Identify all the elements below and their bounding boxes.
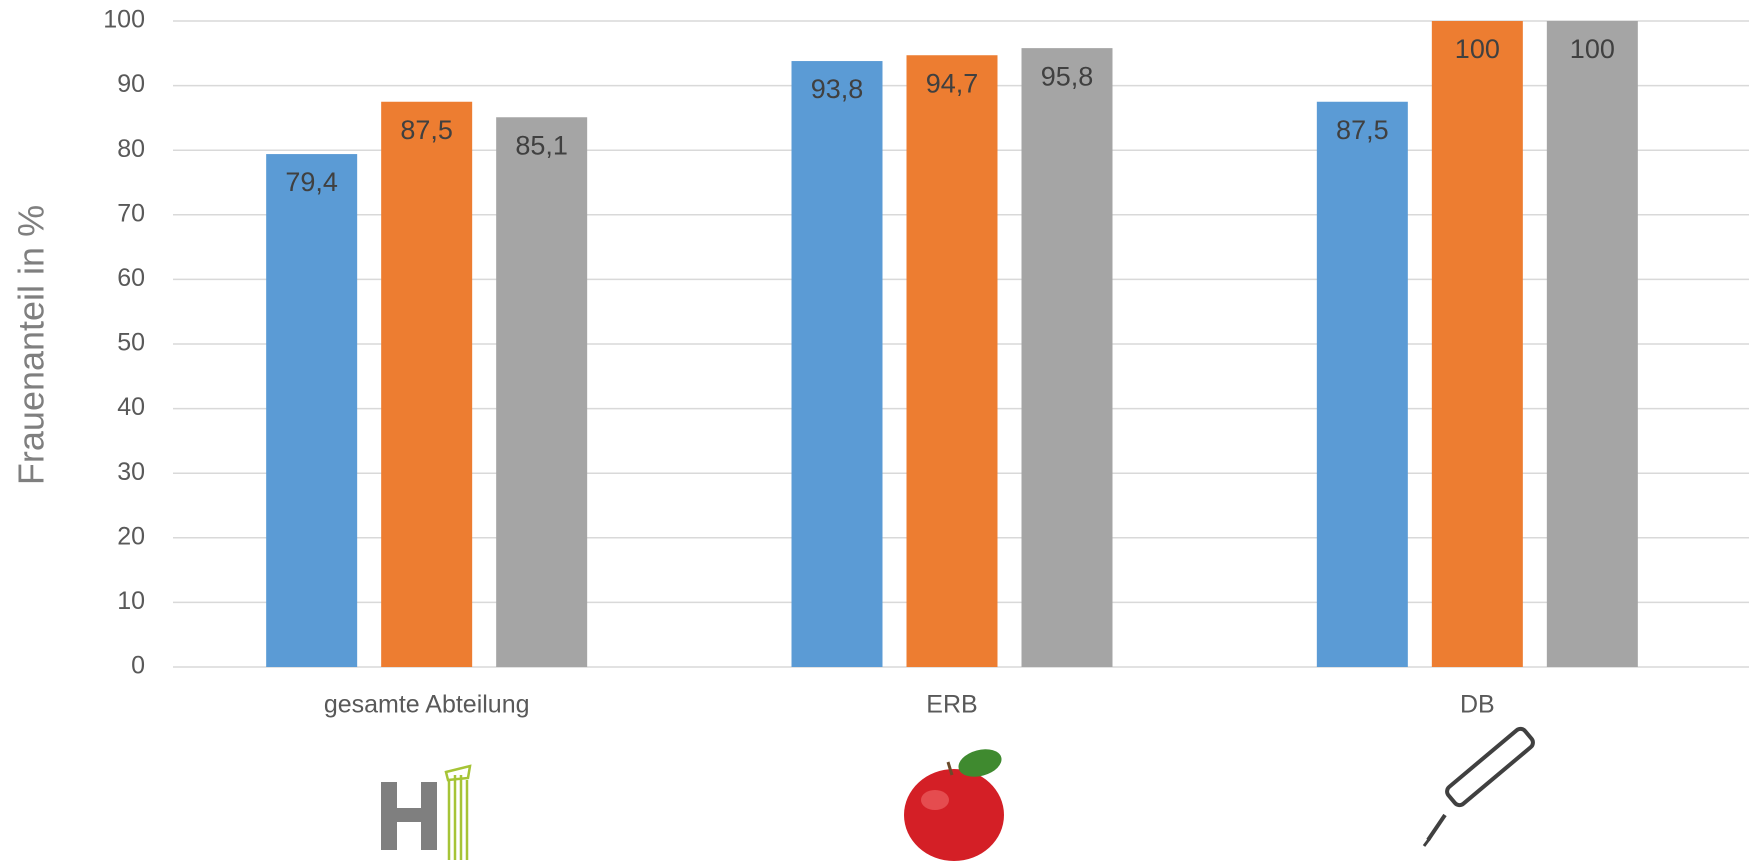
y-tick-label: 10 — [117, 587, 145, 615]
bar — [791, 61, 883, 667]
icon-syringe — [1422, 726, 1535, 847]
value-label: 85,1 — [515, 130, 568, 160]
y-tick-label: 90 — [117, 70, 145, 98]
y-tick-label: 80 — [117, 135, 145, 163]
bar — [266, 154, 358, 668]
bar — [1316, 101, 1408, 667]
value-label: 93,8 — [811, 74, 864, 104]
y-tick-label: 40 — [117, 393, 145, 421]
bar — [1021, 48, 1113, 667]
y-tick-label: 60 — [117, 264, 145, 292]
bar — [906, 55, 998, 668]
bar — [1431, 21, 1523, 667]
y-tick-label: 50 — [117, 329, 145, 357]
y-tick-label: 70 — [117, 199, 145, 227]
value-label: 79,4 — [285, 167, 338, 197]
bar — [1546, 21, 1638, 667]
value-label: 100 — [1455, 34, 1500, 64]
value-label: 87,5 — [1336, 115, 1389, 145]
icon-logo — [381, 764, 472, 860]
x-tick-label: gesamte Abteilung — [324, 691, 530, 719]
y-tick-label: 20 — [117, 522, 145, 550]
value-label: 100 — [1570, 34, 1615, 64]
bar — [381, 101, 473, 667]
icon-apple — [904, 749, 1004, 861]
y-tick-label: 0 — [131, 652, 145, 680]
y-axis-title: Frauenanteil in % — [11, 205, 52, 485]
value-label: 87,5 — [400, 115, 453, 145]
value-label: 95,8 — [1041, 61, 1094, 91]
x-tick-label: ERB — [926, 691, 977, 719]
y-tick-label: 30 — [117, 458, 145, 486]
value-label: 94,7 — [926, 68, 979, 98]
x-tick-label: DB — [1460, 691, 1495, 719]
y-tick-label: 100 — [103, 6, 145, 34]
bar — [496, 117, 588, 667]
